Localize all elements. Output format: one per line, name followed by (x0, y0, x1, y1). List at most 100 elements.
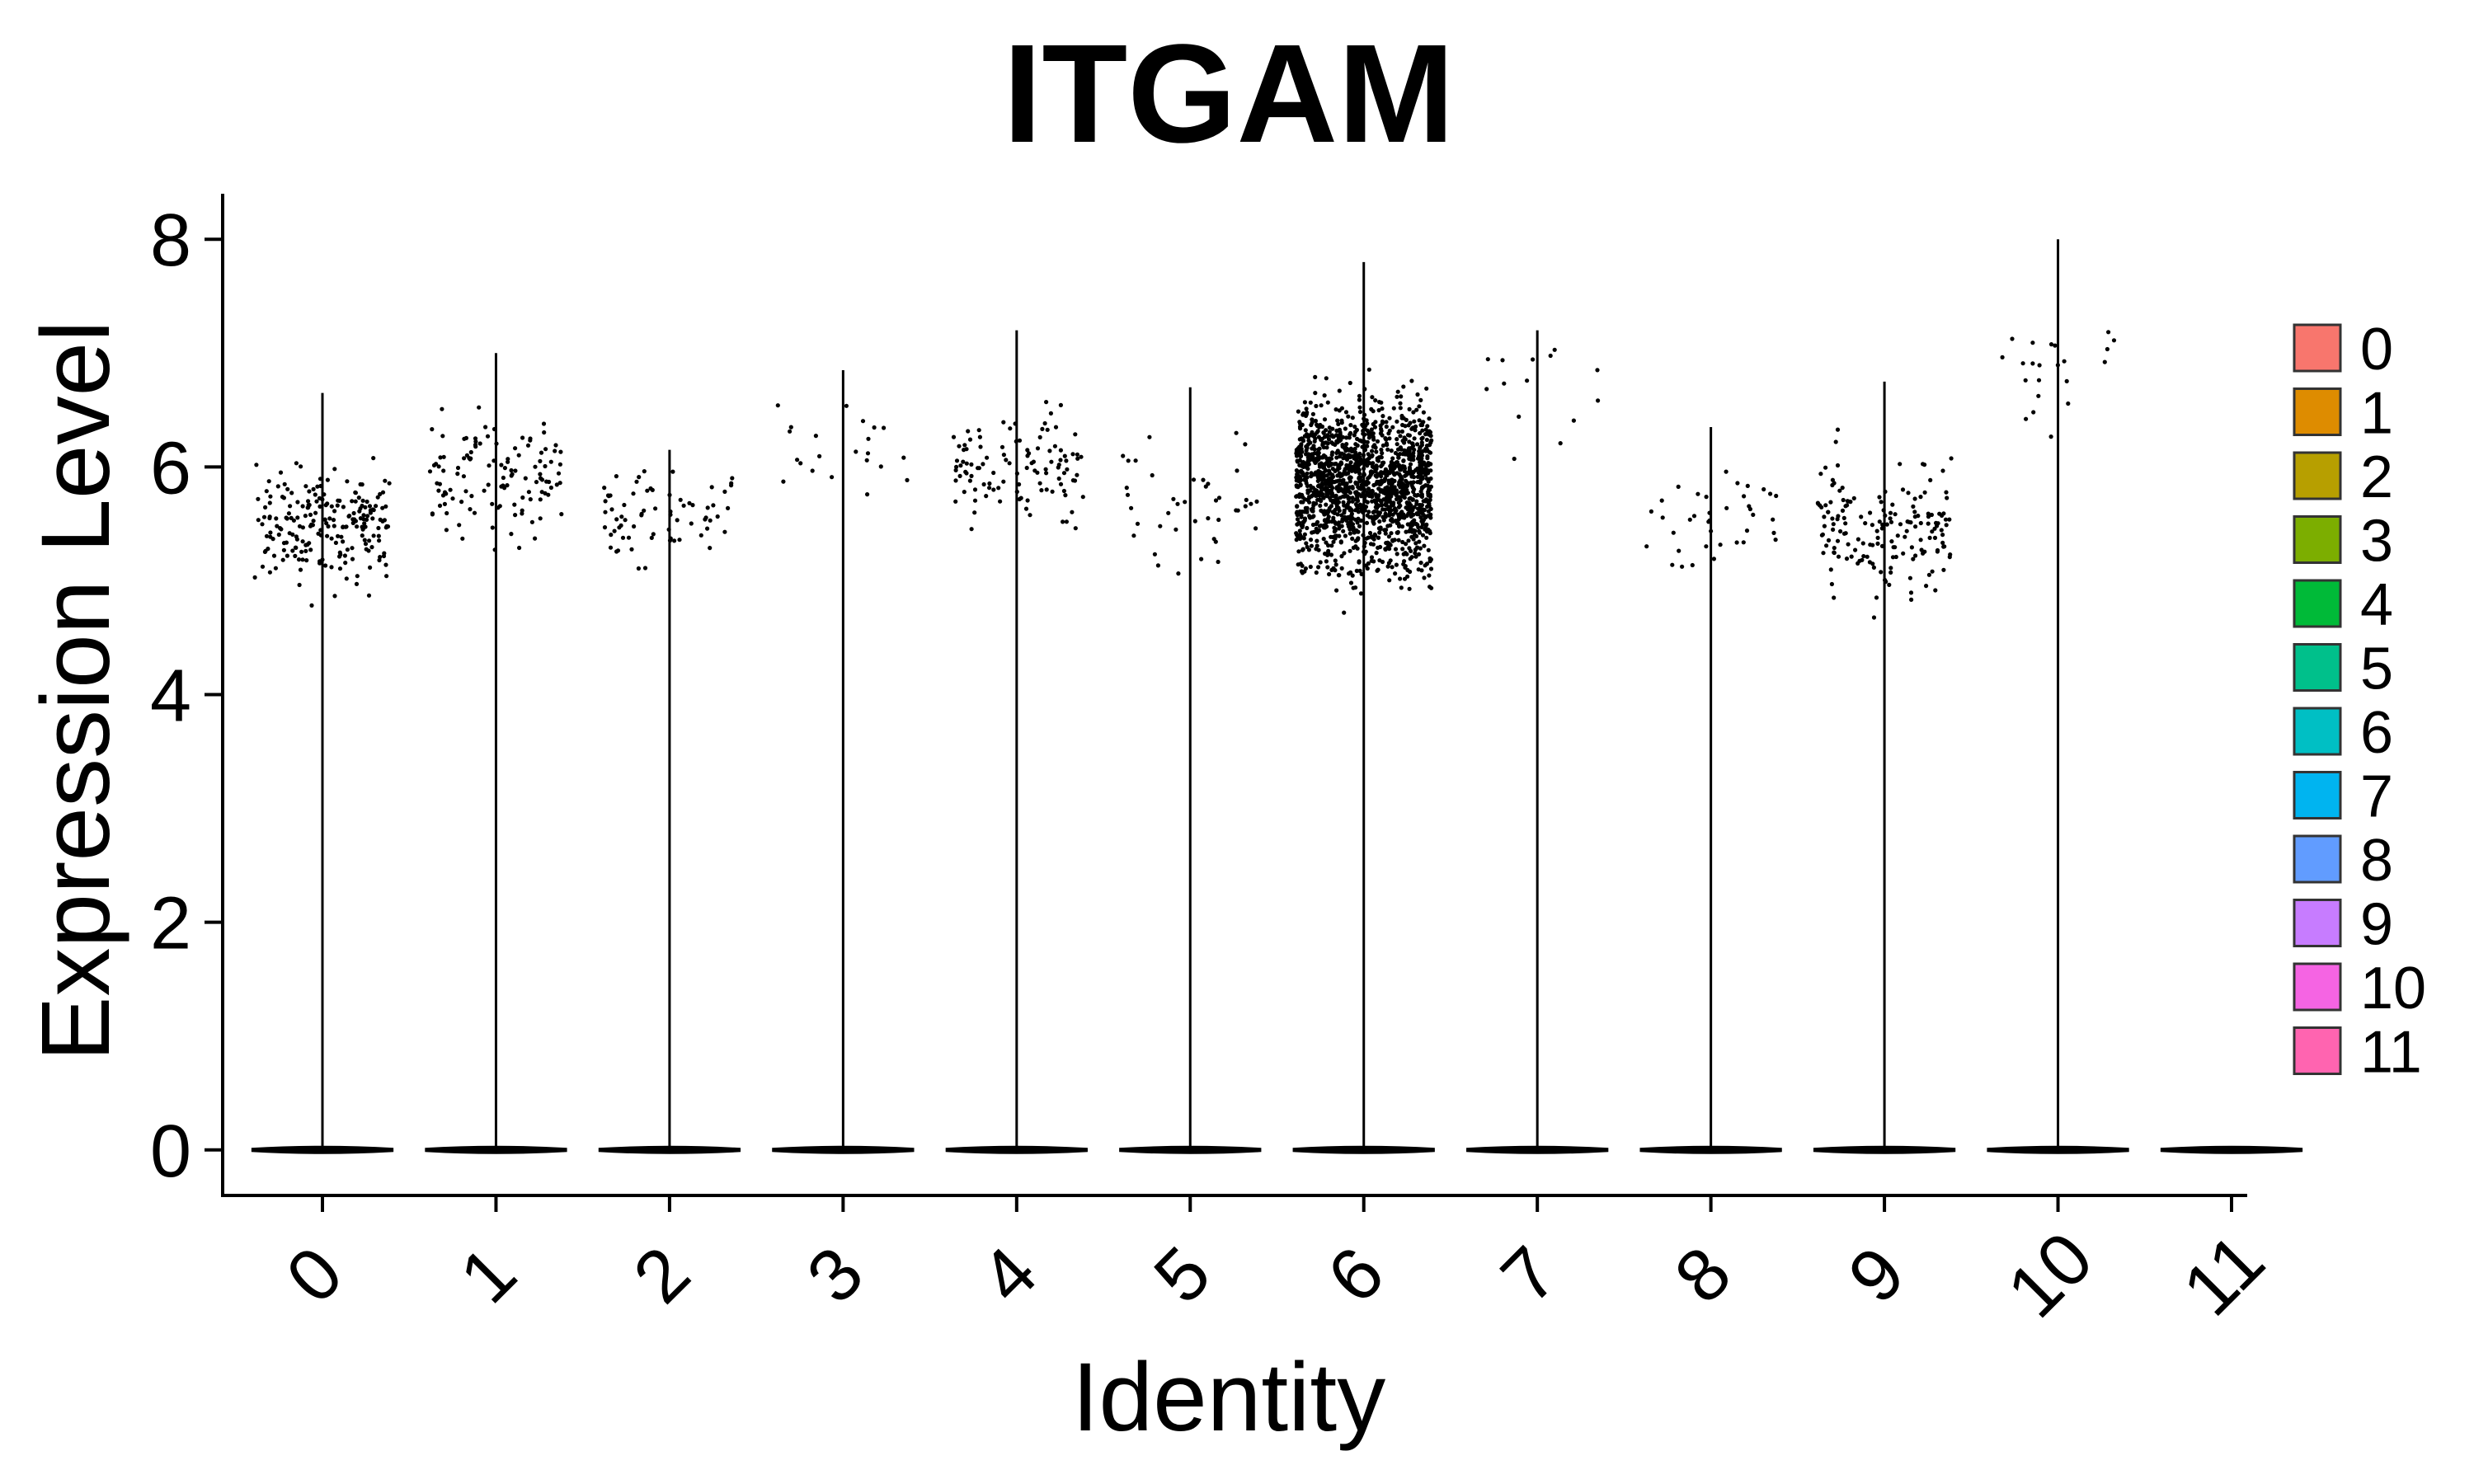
data-point (1420, 428, 1425, 433)
data-point (1294, 448, 1299, 453)
y-tick-label: 2 (150, 883, 191, 965)
data-point (1424, 437, 1429, 443)
data-point (435, 481, 440, 486)
data-point (383, 478, 388, 483)
data-point (378, 555, 383, 560)
data-point (1423, 514, 1428, 520)
data-point (1388, 518, 1394, 523)
data-point (282, 481, 287, 486)
data-point (300, 525, 305, 530)
data-point (268, 494, 273, 499)
data-point (1386, 561, 1391, 566)
data-point (1423, 427, 1428, 432)
data-point (336, 498, 341, 503)
data-point (1305, 458, 1310, 463)
data-point (1414, 407, 1419, 412)
data-point (325, 501, 330, 506)
data-point (1407, 586, 1412, 591)
data-point (1058, 458, 1063, 463)
data-point (1424, 561, 1429, 566)
data-point (1399, 524, 1405, 529)
data-point (289, 491, 294, 495)
data-point (1155, 563, 1160, 568)
data-point (1371, 421, 1376, 427)
data-point (1369, 534, 1374, 539)
data-point (1408, 569, 1413, 575)
data-point (1409, 548, 1413, 554)
data-point (1888, 570, 1893, 575)
data-point (1502, 381, 1507, 386)
data-point (722, 529, 727, 534)
data-point (1819, 533, 1824, 538)
data-point (626, 535, 632, 540)
data-point (1352, 433, 1357, 438)
data-point (1125, 492, 1131, 497)
data-point (1328, 471, 1333, 476)
data-point (1401, 552, 1406, 556)
data-point (608, 545, 614, 550)
legend-swatch (2293, 515, 2342, 564)
data-point (1175, 501, 1180, 506)
data-point (976, 466, 981, 471)
data-point (438, 455, 443, 460)
data-point (380, 519, 385, 524)
data-point (295, 500, 300, 505)
data-point (543, 491, 548, 496)
data-point (1313, 374, 1318, 379)
data-point (1404, 542, 1409, 547)
data-point (294, 461, 299, 466)
data-point (557, 481, 562, 486)
data-point (371, 456, 376, 461)
data-point (1411, 410, 1416, 415)
data-point (490, 525, 495, 530)
data-point (441, 454, 446, 459)
data-point (1348, 527, 1352, 532)
data-point (1296, 521, 1300, 526)
data-point (1741, 540, 1746, 545)
data-point (1395, 389, 1400, 394)
data-point (1423, 432, 1428, 437)
data-point (1350, 495, 1355, 500)
data-point (844, 403, 849, 408)
data-point (1427, 559, 1432, 564)
data-point (1395, 447, 1401, 452)
data-point (267, 515, 272, 521)
data-point (380, 490, 386, 495)
data-point (1361, 533, 1366, 538)
data-point (1404, 478, 1409, 484)
data-point (1378, 544, 1383, 550)
data-point (1374, 449, 1379, 454)
data-point (1362, 412, 1367, 417)
data-point (781, 479, 786, 484)
data-point (1761, 486, 1766, 492)
data-point (957, 473, 962, 479)
data-point (1379, 470, 1384, 475)
data-point (642, 508, 647, 513)
data-point (1353, 502, 1358, 507)
data-point (1341, 528, 1346, 533)
data-point (1386, 481, 1392, 486)
data-point (1832, 550, 1837, 556)
data-point (651, 532, 656, 537)
data-point (1361, 478, 1366, 483)
legend-label: 7 (2360, 764, 2393, 830)
data-point (1396, 538, 1401, 542)
data-point (1375, 505, 1380, 510)
data-point (1400, 481, 1405, 486)
data-point (1243, 442, 1248, 447)
data-point (1426, 479, 1431, 484)
data-point (1366, 432, 1371, 437)
data-point (1371, 537, 1376, 542)
data-point (1384, 420, 1389, 425)
data-point (512, 502, 517, 507)
data-point (1326, 543, 1331, 548)
data-point (1871, 615, 1877, 620)
data-point (1329, 534, 1333, 539)
data-point (1361, 453, 1366, 458)
data-point (1390, 565, 1395, 570)
data-point (1326, 437, 1332, 442)
data-point (260, 564, 266, 569)
data-point (280, 557, 285, 562)
data-point (991, 487, 996, 492)
